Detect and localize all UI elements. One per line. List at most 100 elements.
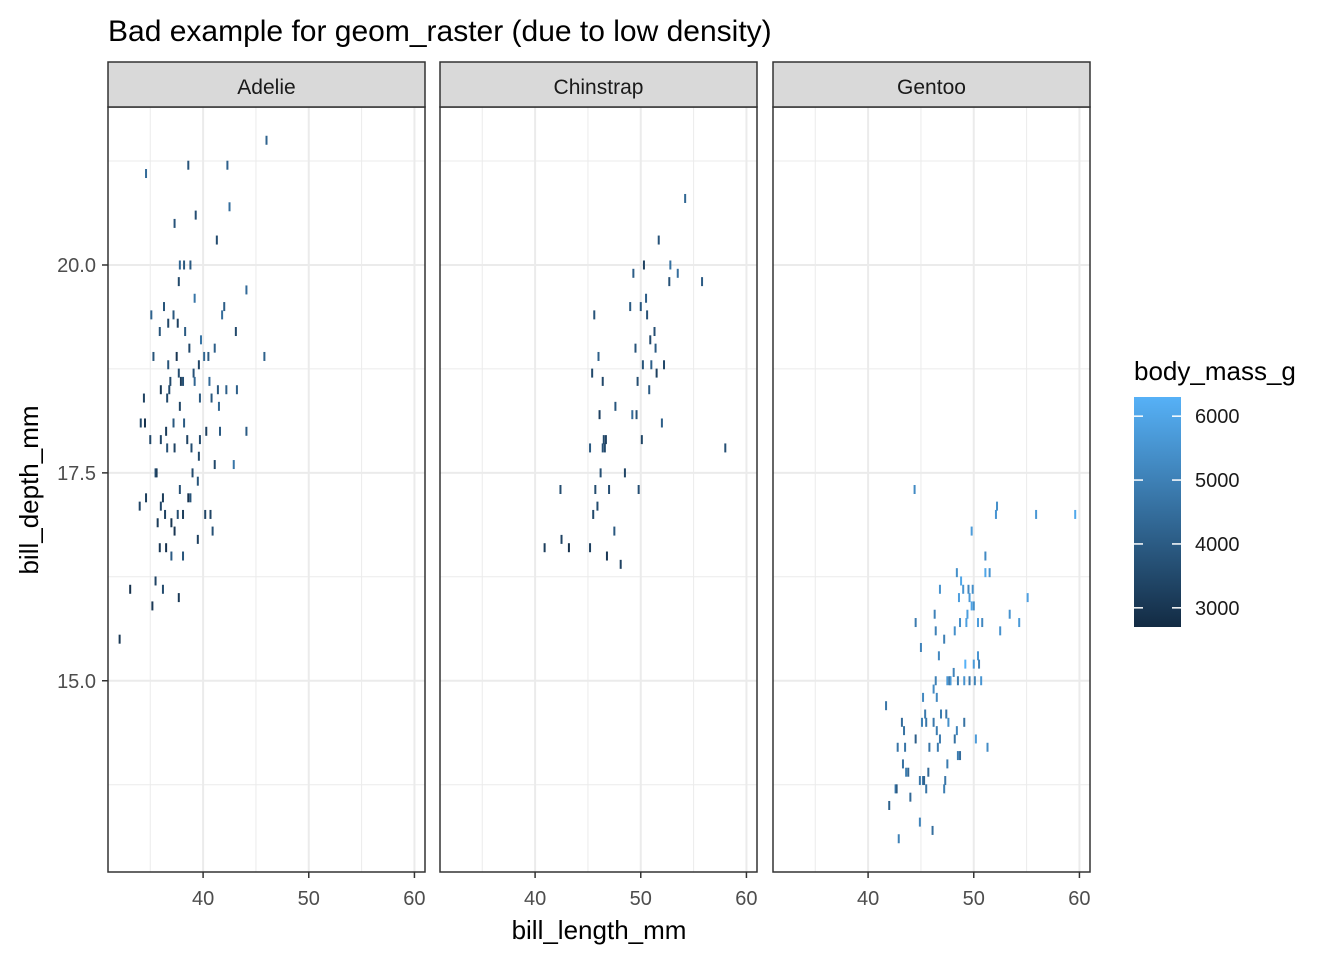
raster-cell <box>980 676 983 686</box>
raster-cell <box>209 509 212 519</box>
facet-strip <box>772 61 1091 108</box>
raster-cell <box>164 509 167 519</box>
raster-cell <box>213 460 216 470</box>
raster-cell <box>193 293 196 303</box>
raster-cell <box>914 734 917 744</box>
raster-cell <box>946 676 949 686</box>
raster-cell <box>634 343 637 353</box>
raster-cell <box>161 584 164 594</box>
raster-cell <box>196 534 199 544</box>
x-tick-label: 60 <box>1068 888 1090 910</box>
raster-cell <box>179 376 182 386</box>
raster-cell <box>161 493 164 503</box>
raster-cell <box>923 776 926 786</box>
raster-cell <box>934 626 937 636</box>
raster-cell <box>943 634 946 644</box>
raster-cell <box>629 302 632 312</box>
raster-cell <box>129 584 132 594</box>
raster-cell <box>959 751 962 761</box>
raster-cell <box>188 343 191 353</box>
raster-cell <box>943 784 946 794</box>
raster-cell <box>648 385 651 395</box>
raster-cell <box>158 543 161 553</box>
raster-cell <box>204 509 207 519</box>
raster-cell <box>567 543 570 553</box>
raster-cell <box>904 742 907 752</box>
raster-cell <box>193 376 196 386</box>
raster-cell <box>199 335 202 345</box>
raster-cell <box>177 368 180 378</box>
raster-cell <box>172 310 175 320</box>
raster-cell <box>167 318 170 328</box>
raster-cell <box>182 551 185 561</box>
raster-cell <box>602 435 605 445</box>
y-tick-label: 15.0 <box>57 671 96 693</box>
raster-cell <box>970 601 973 611</box>
raster-cell <box>593 310 596 320</box>
raster-cell <box>156 518 159 528</box>
raster-cell <box>636 376 639 386</box>
raster-cell <box>177 593 180 603</box>
raster-cell <box>925 784 928 794</box>
raster-cell <box>183 260 186 270</box>
raster-cell <box>973 676 976 686</box>
raster-cell <box>219 426 222 436</box>
raster-cell <box>263 351 266 361</box>
raster-cell <box>601 443 604 453</box>
raster-cell <box>947 717 950 727</box>
raster-cell <box>559 485 562 494</box>
raster-cell <box>149 435 152 445</box>
raster-cell <box>655 368 658 378</box>
raster-cell <box>207 351 210 361</box>
raster-cell <box>145 169 148 179</box>
legend-label: 5000 <box>1195 470 1240 492</box>
raster-cell <box>245 285 248 295</box>
raster-cell <box>994 509 997 519</box>
raster-cell <box>905 767 908 777</box>
facet-panels: Adelie 40 50 60 Chinstrap 40 50 60 Gentoo 40 50 60 <box>107 61 1091 910</box>
raster-cell <box>175 351 178 361</box>
raster-cell <box>217 401 220 411</box>
color-legend: body_mass_g 3000 4000 5000 6000 <box>1134 356 1296 627</box>
raster-cell <box>1035 509 1038 519</box>
raster-cell <box>145 493 148 503</box>
raster-cell <box>988 568 991 578</box>
raster-cell <box>1074 509 1077 519</box>
raster-cell <box>182 509 185 519</box>
raster-cell <box>918 817 921 827</box>
raster-cell <box>940 709 943 719</box>
raster-cell <box>967 584 970 594</box>
raster-cell <box>151 601 154 611</box>
raster-cell <box>986 742 989 752</box>
raster-cell <box>232 460 235 470</box>
raster-cell <box>1008 609 1011 619</box>
raster-cell <box>215 235 218 245</box>
raster-cell <box>168 385 171 395</box>
raster-cell <box>649 335 652 345</box>
x-tick-label: 50 <box>298 888 320 910</box>
raster-cell <box>192 368 195 378</box>
raster-cell <box>543 543 546 553</box>
raster-cell <box>594 485 597 494</box>
raster-cell <box>614 401 617 411</box>
raster-cell <box>165 426 168 436</box>
raster-cell <box>196 476 199 486</box>
raster-cell <box>944 776 947 786</box>
raster-cell <box>936 742 939 752</box>
raster-cell <box>901 759 904 769</box>
raster-cell <box>154 576 157 586</box>
raster-cell <box>631 410 634 420</box>
raster-cell <box>935 692 938 702</box>
raster-cell <box>928 742 931 752</box>
raster-cell <box>976 651 979 661</box>
raster-cell <box>937 651 940 661</box>
y-axis: 15.0 17.5 20.0 <box>57 255 108 693</box>
x-tick-label: 50 <box>963 888 985 910</box>
raster-cell <box>118 634 121 644</box>
raster-cell <box>963 717 966 727</box>
raster-cell <box>650 360 653 370</box>
raster-cell <box>601 376 604 386</box>
raster-cell <box>235 385 238 395</box>
raster-cell <box>138 501 141 511</box>
